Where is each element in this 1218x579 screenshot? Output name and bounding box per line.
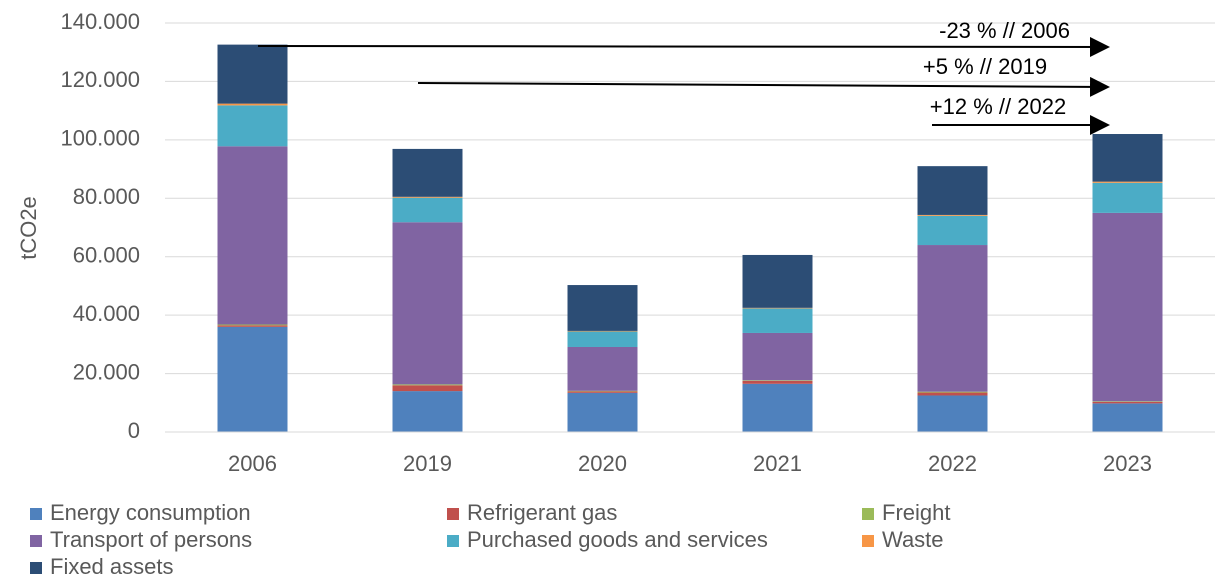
legend-swatch: [30, 508, 42, 520]
bar-segment: [217, 105, 288, 147]
bar-segment: [742, 308, 813, 333]
bar-segment: [217, 146, 288, 325]
annotation: +5 % // 2019: [923, 54, 1047, 79]
bar-segment: [392, 197, 463, 223]
bar-segment: [392, 391, 463, 432]
bar-segment: [917, 214, 988, 216]
bar-segment: [742, 383, 813, 432]
bar-segment: [917, 392, 988, 396]
bar-segment: [567, 330, 638, 332]
y-axis-label: tCO2e: [16, 196, 41, 260]
x-tick-label: 2006: [228, 451, 277, 476]
annotation: +12 % // 2022: [930, 94, 1066, 119]
legend-label: Freight: [882, 500, 950, 525]
y-tick-label: 20.000: [73, 359, 140, 384]
legend-label: Transport of persons: [50, 527, 252, 552]
bar-segment: [567, 346, 638, 391]
bar-segment: [567, 391, 638, 393]
bar-segment: [567, 331, 638, 347]
bar-segment: [392, 384, 463, 386]
y-tick-label: 40.000: [73, 301, 140, 326]
bar-segment: [567, 390, 638, 392]
bar-segment: [742, 380, 813, 384]
bar-segment: [217, 324, 288, 326]
y-tick-label: 140.000: [60, 9, 140, 34]
bar-segment: [742, 307, 813, 309]
y-tick-label: 60.000: [73, 243, 140, 268]
legend-swatch: [30, 562, 42, 574]
bar-segment: [217, 44, 288, 104]
legend-swatch: [447, 508, 459, 520]
bar-segment: [917, 391, 988, 393]
bar-segment: [217, 326, 288, 432]
annotation-arrow: [417, 76, 1110, 97]
bar-segment: [392, 148, 463, 197]
annotation: -23 % // 2006: [939, 18, 1070, 43]
y-tick-label: 120.000: [60, 67, 140, 92]
bar-segment: [392, 196, 463, 198]
bar-segment: [917, 245, 988, 392]
x-tick-label: 2022: [928, 451, 977, 476]
y-tick-label: 80.000: [73, 184, 140, 209]
bar-segment: [567, 285, 638, 331]
bar-segment: [1092, 401, 1163, 402]
x-tick-label: 2023: [1103, 451, 1152, 476]
x-tick-label: 2019: [403, 451, 452, 476]
bar-segment: [567, 392, 638, 432]
legend-swatch: [447, 535, 459, 547]
bar-segment: [1092, 401, 1163, 404]
legend-swatch: [862, 535, 874, 547]
bar-segment: [1092, 134, 1163, 182]
bar-segment: [217, 103, 288, 106]
bar-segment: [392, 385, 463, 392]
bar-segment: [742, 254, 813, 308]
bar-segment: [217, 325, 288, 327]
legend-label: Purchased goods and services: [467, 527, 768, 552]
legend-label: Fixed assets: [50, 554, 174, 579]
legend-swatch: [862, 508, 874, 520]
x-tick-label: 2020: [578, 451, 627, 476]
bar-segment: [1092, 212, 1163, 402]
legend-label: Energy consumption: [50, 500, 251, 525]
bar-segment: [742, 332, 813, 381]
x-tick-label: 2021: [753, 451, 802, 476]
annotation-arrow: [257, 36, 1110, 57]
bar-segment: [1092, 403, 1163, 432]
legend-label: Waste: [882, 527, 944, 552]
legend-swatch: [30, 535, 42, 547]
legend-label: Refrigerant gas: [467, 500, 617, 525]
y-tick-label: 100.000: [60, 126, 140, 151]
bar-segment: [917, 166, 988, 215]
y-tick-label: 0: [128, 418, 140, 443]
bar-segment: [742, 380, 813, 381]
bar-segment: [1092, 182, 1163, 213]
bar-segment: [1092, 181, 1163, 183]
bar-segment: [392, 222, 463, 385]
bar-segment: [917, 215, 988, 246]
bar-segment: [917, 395, 988, 432]
